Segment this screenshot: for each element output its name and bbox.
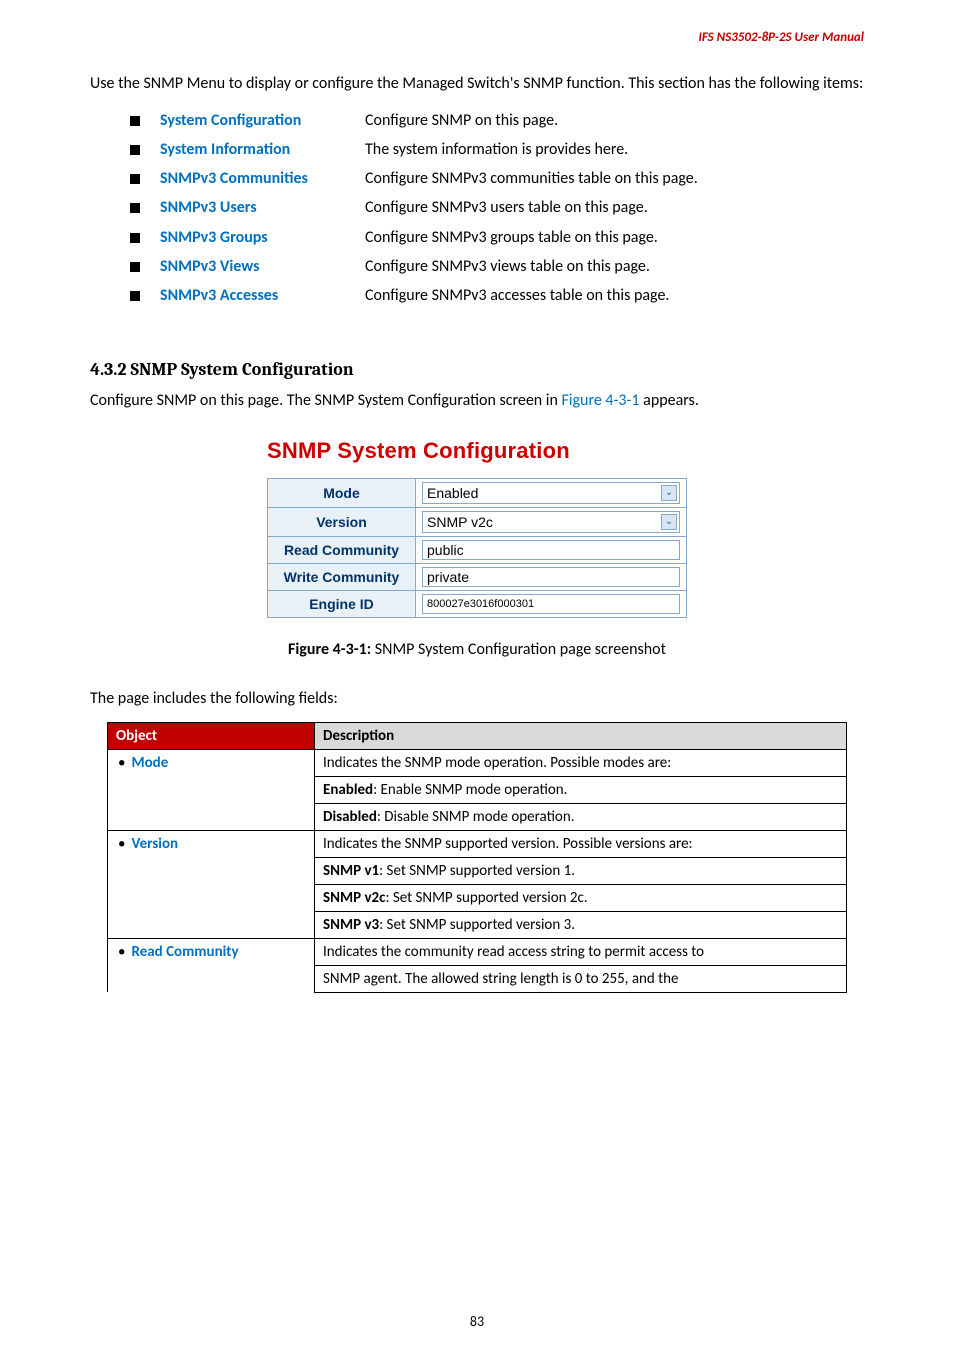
- bullet-icon: •: [118, 754, 125, 772]
- description-cell: SNMP v3: Set SNMP supported version 3.: [315, 911, 847, 938]
- row-value-cell: Enabled ⌄: [416, 478, 687, 507]
- row-value-cell: SNMP v2c ⌄: [416, 507, 687, 536]
- row-value-cell: [416, 563, 687, 590]
- item-desc: The system information is provides here.: [365, 136, 628, 163]
- object-name: Version: [131, 835, 178, 853]
- item-desc: Configure SNMP on this page.: [365, 107, 558, 134]
- table-row: • Read Community Indicates the community …: [108, 938, 847, 965]
- section-paragraph: Configure SNMP on this page. The SNMP Sy…: [90, 388, 864, 414]
- row-label: Mode: [268, 478, 416, 507]
- bullet-icon: [130, 203, 140, 213]
- table-row: Engine ID: [268, 590, 687, 617]
- bullet-icon: [130, 262, 140, 272]
- description-cell: Indicates the SNMP supported version. Po…: [315, 830, 847, 857]
- description-cell: Indicates the SNMP mode operation. Possi…: [315, 749, 847, 776]
- bullet-icon: [130, 116, 140, 126]
- description-cell: SNMP v1: Set SNMP supported version 1.: [315, 857, 847, 884]
- item-label: SNMPv3 Users: [160, 194, 365, 221]
- figure-reference: Figure 4-3-1: [562, 391, 640, 410]
- description-cell: Enabled: Enable SNMP mode operation.: [315, 776, 847, 803]
- read-community-input[interactable]: [422, 540, 680, 560]
- version-select[interactable]: SNMP v2c ⌄: [422, 511, 680, 533]
- row-label: Version: [268, 507, 416, 536]
- items-list: System Configuration Configure SNMP on t…: [130, 107, 864, 309]
- table-row: Write Community: [268, 563, 687, 590]
- object-cell: • Mode: [108, 749, 315, 830]
- bullet-icon: [130, 291, 140, 301]
- row-label: Write Community: [268, 563, 416, 590]
- item-desc: Configure SNMPv3 views table on this pag…: [365, 253, 650, 280]
- description-cell: SNMP v2c: Set SNMP supported version 2c.: [315, 884, 847, 911]
- table-header-row: Object Description: [108, 722, 847, 749]
- select-value: SNMP v2c: [427, 514, 493, 530]
- section-text-post: appears.: [640, 391, 699, 410]
- item-desc: Configure SNMPv3 communities table on th…: [365, 165, 698, 192]
- section-heading: 4.3.2 SNMP System Configuration: [90, 359, 864, 380]
- description-cell: Disabled: Disable SNMP mode operation.: [315, 803, 847, 830]
- figure-caption: Figure 4-3-1: SNMP System Configuration …: [90, 640, 864, 659]
- write-community-input[interactable]: [422, 567, 680, 587]
- snmp-config-title: SNMP System Configuration: [267, 438, 697, 464]
- col-header-object: Object: [108, 722, 315, 749]
- list-item: System Configuration Configure SNMP on t…: [130, 107, 864, 134]
- object-description-table: Object Description • Mode Indicates the S…: [107, 722, 847, 993]
- object-cell: • Version: [108, 830, 315, 938]
- table-row: Read Community: [268, 536, 687, 563]
- item-desc: Configure SNMPv3 groups table on this pa…: [365, 224, 658, 251]
- table-row: • Version Indicates the SNMP supported ve…: [108, 830, 847, 857]
- list-item: SNMPv3 Communities Configure SNMPv3 comm…: [130, 165, 864, 192]
- item-label: System Information: [160, 136, 365, 163]
- item-label: System Configuration: [160, 107, 365, 134]
- bullet-icon: •: [118, 835, 125, 853]
- intro-text: Use the SNMP Menu to display or configur…: [90, 70, 864, 99]
- item-label: SNMPv3 Communities: [160, 165, 365, 192]
- item-desc: Configure SNMPv3 users table on this pag…: [365, 194, 648, 221]
- row-value-cell: [416, 536, 687, 563]
- snmp-config-panel: SNMP System Configuration Mode Enabled ⌄…: [257, 438, 697, 618]
- item-label: SNMPv3 Views: [160, 253, 365, 280]
- figure-caption-text: SNMP System Configuration page screensho…: [371, 640, 666, 659]
- doc-header: IFS NS3502-8P-2S User Manual: [698, 30, 864, 45]
- figure-caption-bold: Figure 4-3-1:: [288, 640, 371, 659]
- engine-id-input[interactable]: [422, 594, 680, 614]
- list-item: SNMPv3 Groups Configure SNMPv3 groups ta…: [130, 224, 864, 251]
- list-item: SNMPv3 Users Configure SNMPv3 users tabl…: [130, 194, 864, 221]
- row-label: Engine ID: [268, 590, 416, 617]
- row-label: Read Community: [268, 536, 416, 563]
- description-cell: SNMP agent. The allowed string length is…: [315, 965, 847, 992]
- row-value-cell: [416, 590, 687, 617]
- section-text-pre: Configure SNMP on this page. The SNMP Sy…: [90, 391, 562, 410]
- fields-intro: The page includes the following fields:: [90, 689, 864, 708]
- table-row: Mode Enabled ⌄: [268, 478, 687, 507]
- list-item: System Information The system informatio…: [130, 136, 864, 163]
- item-label: SNMPv3 Accesses: [160, 282, 365, 309]
- select-value: Enabled: [427, 485, 478, 501]
- object-name: Mode: [131, 754, 168, 772]
- object-name: Read Community: [131, 943, 238, 961]
- list-item: SNMPv3 Accesses Configure SNMPv3 accesse…: [130, 282, 864, 309]
- page-number: 83: [0, 1313, 954, 1330]
- item-label: SNMPv3 Groups: [160, 224, 365, 251]
- chevron-down-icon: ⌄: [661, 485, 677, 501]
- bullet-icon: [130, 145, 140, 155]
- mode-select[interactable]: Enabled ⌄: [422, 482, 680, 504]
- table-row: • Mode Indicates the SNMP mode operation.…: [108, 749, 847, 776]
- chevron-down-icon: ⌄: [661, 514, 677, 530]
- table-row: Version SNMP v2c ⌄: [268, 507, 687, 536]
- bullet-icon: [130, 174, 140, 184]
- object-cell: • Read Community: [108, 938, 315, 992]
- col-header-description: Description: [315, 722, 847, 749]
- snmp-config-table: Mode Enabled ⌄ Version SNMP v2c ⌄: [267, 478, 687, 618]
- list-item: SNMPv3 Views Configure SNMPv3 views tabl…: [130, 253, 864, 280]
- description-cell: Indicates the community read access stri…: [315, 938, 847, 965]
- item-desc: Configure SNMPv3 accesses table on this …: [365, 282, 669, 309]
- bullet-icon: [130, 233, 140, 243]
- bullet-icon: •: [118, 943, 125, 961]
